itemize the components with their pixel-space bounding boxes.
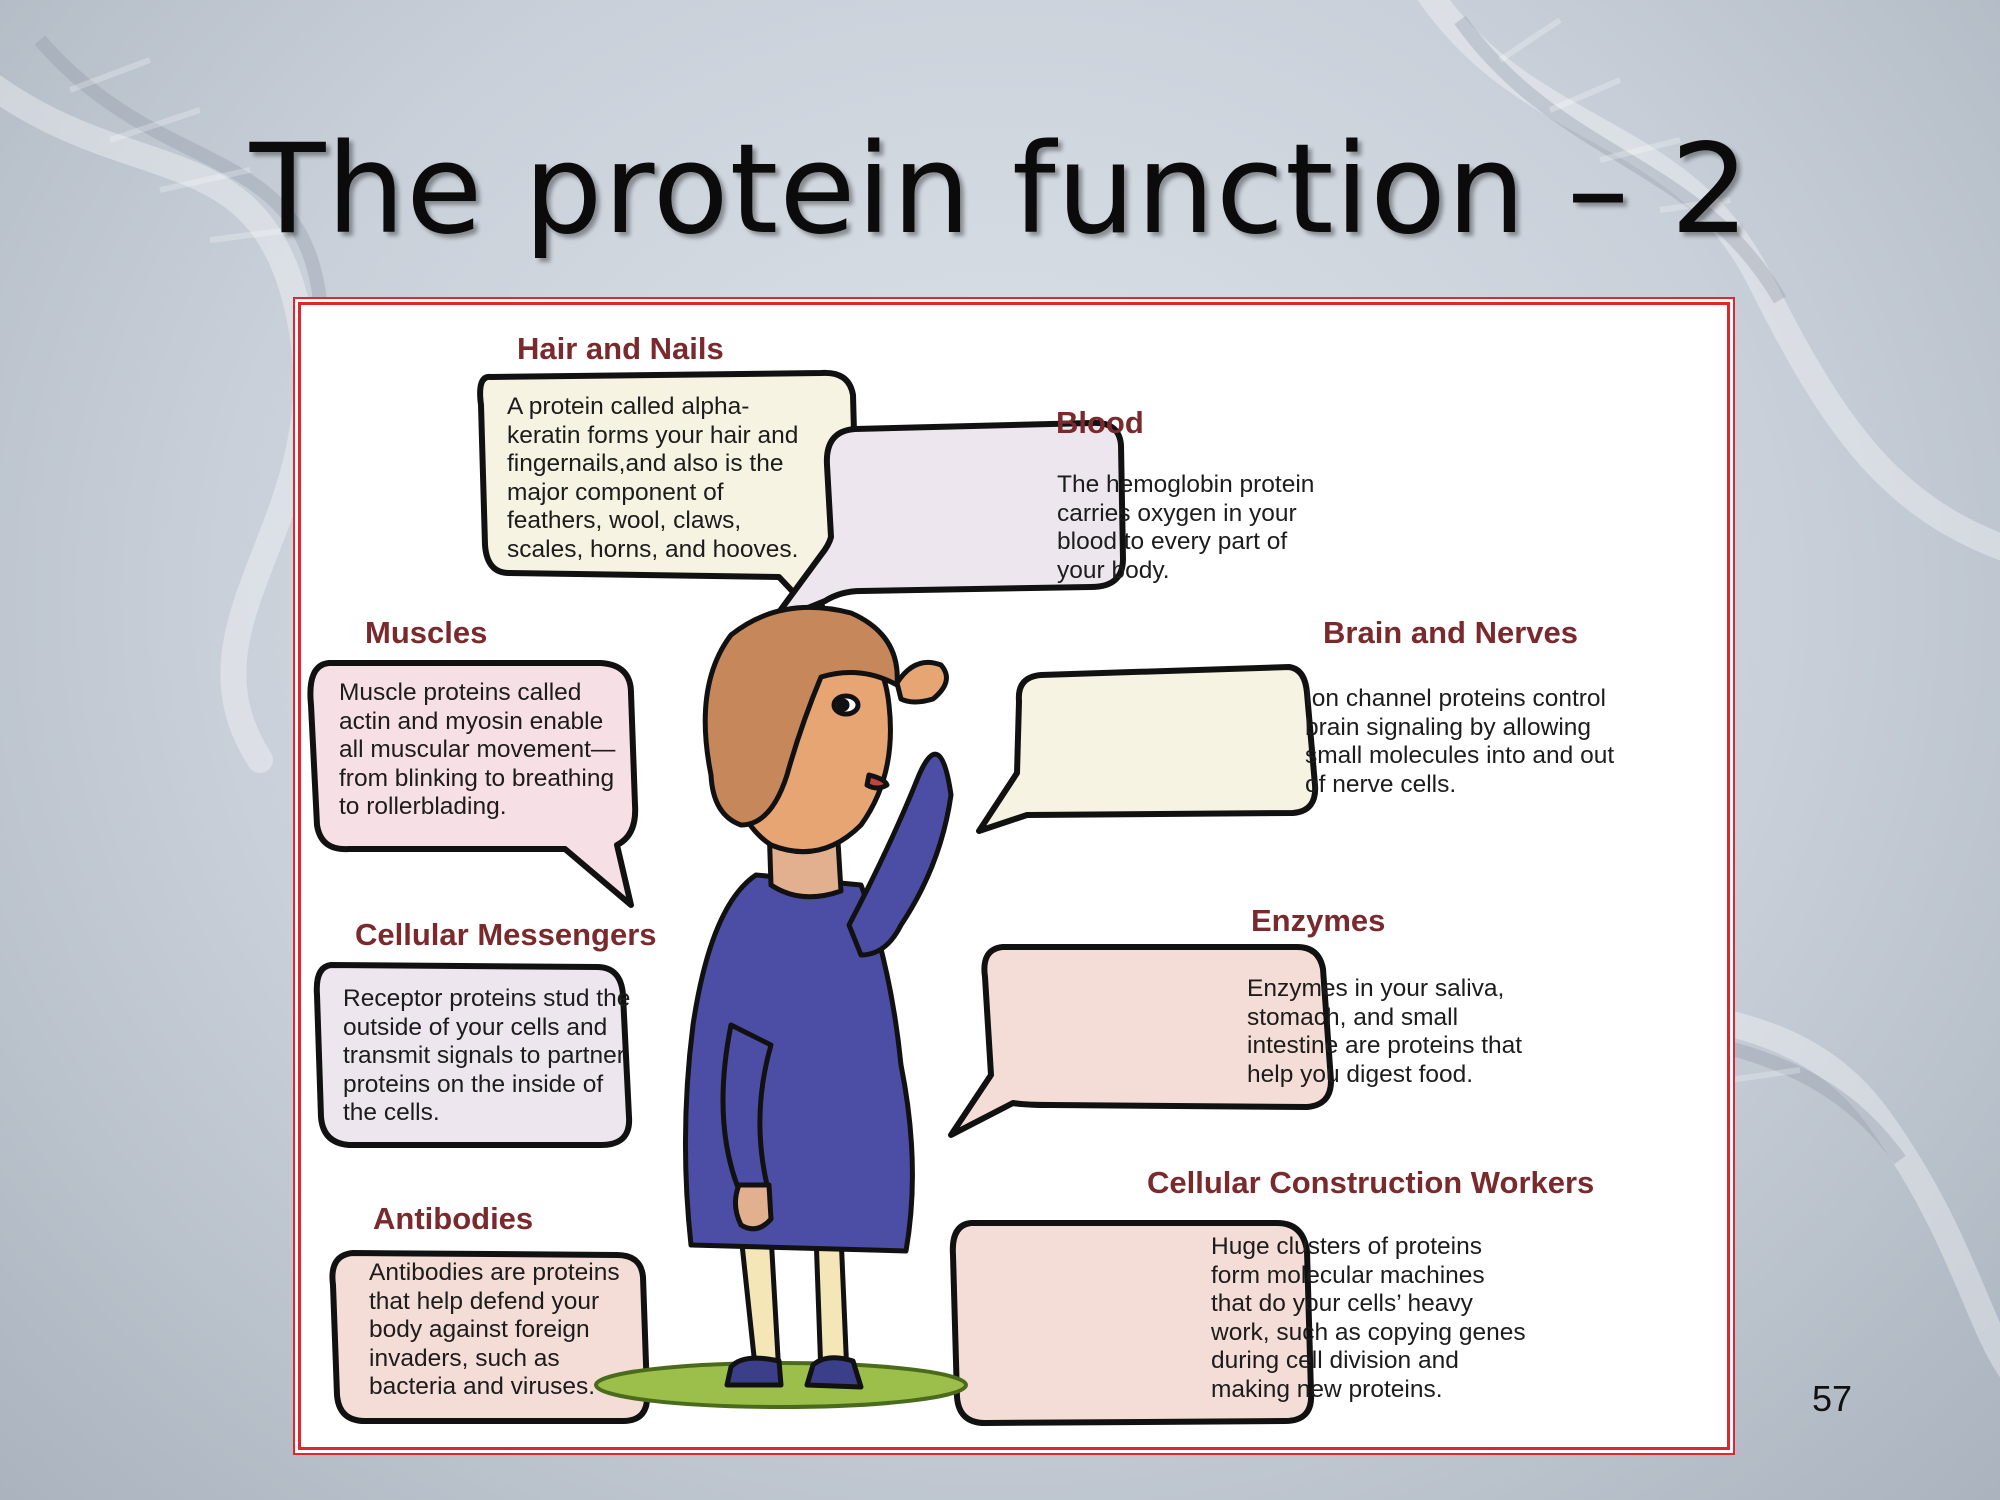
text-brain-nerves: Ion channel proteins control brain signa… (1305, 685, 1615, 798)
text-construction-workers: Huge clusters of proteins form molecular… (1211, 1233, 1526, 1403)
slide-title: The protein function – 2 (249, 118, 1751, 262)
text-antibodies: Antibodies are proteins that help defend… (369, 1259, 620, 1400)
enzymes-bubble (948, 944, 1334, 1138)
muscles-bubble (307, 660, 639, 908)
diagram-artwork (307, 369, 1334, 1426)
heading-antibodies: Antibodies (373, 1201, 534, 1236)
brain-nerves-bubble (976, 664, 1319, 834)
cellular-messengers-bubble (313, 962, 633, 1148)
text-hair-nails: A protein called alpha- keratin forms yo… (507, 393, 799, 563)
heading-muscles: Muscles (365, 615, 488, 650)
text-enzymes: Enzymes in your saliva, stomach, and sma… (1247, 975, 1523, 1088)
slide-number: 57 (1812, 1378, 1853, 1419)
text-blood: The hemoglobin protein carries oxygen in… (1057, 471, 1315, 584)
construction-workers-bubble (949, 1220, 1315, 1426)
heading-construction-workers: Cellular Construction Workers (1147, 1165, 1595, 1200)
text-muscles: Muscle proteins called actin and myosin … (339, 679, 616, 820)
heading-enzymes: Enzymes (1251, 903, 1386, 938)
heading-cellular-messengers: Cellular Messengers (355, 917, 657, 952)
blood-bubble (768, 419, 1126, 626)
text-cellular-messengers: Receptor proteins stud the outside of yo… (343, 985, 631, 1126)
heading-hair-nails: Hair and Nails (517, 331, 724, 366)
heading-blood: Blood (1056, 405, 1144, 440)
antibodies-bubble (329, 1250, 651, 1424)
protein-diagram-panel: Hair and Nails Blood Muscles Brain and N… (298, 302, 1730, 1450)
person-illustration (594, 604, 968, 1409)
heading-brain-nerves: Brain and Nerves (1323, 615, 1578, 650)
